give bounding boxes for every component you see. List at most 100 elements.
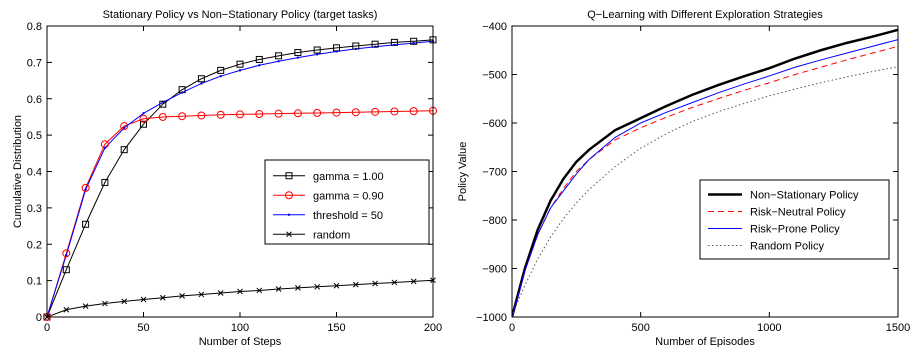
data-point-s4 — [159, 294, 166, 301]
x-tick-label: 200 — [424, 322, 442, 334]
x-tick-label: 500 — [631, 322, 649, 334]
data-point-s3 — [200, 82, 203, 85]
data-point-s1 — [255, 55, 263, 63]
legend-label-4: Random Policy — [750, 241, 824, 253]
x-tick-label: 100 — [231, 322, 249, 334]
data-point-s4 — [295, 285, 301, 291]
x-tick-label: 1500 — [886, 322, 910, 334]
y-tick-label: 0.7 — [27, 57, 42, 69]
data-point-s2 — [158, 112, 167, 121]
data-point-s3 — [65, 253, 68, 257]
y-tick-label: −1000 — [476, 312, 507, 324]
data-point-s4 — [140, 296, 147, 303]
x-tick-label: 50 — [137, 322, 149, 334]
data-point-s1 — [140, 120, 147, 128]
y-tick-label: −700 — [482, 167, 507, 179]
y-tick-label: 0.8 — [27, 21, 42, 33]
legend-label-2: Risk−Neutral Policy — [750, 207, 846, 219]
data-point-s4 — [63, 306, 70, 313]
axes-box — [46, 25, 434, 318]
data-point-s3 — [354, 47, 357, 51]
data-point-s4 — [198, 291, 205, 298]
data-point-s2 — [236, 110, 244, 119]
data-point-s1 — [294, 49, 302, 57]
data-point-s3 — [277, 60, 280, 63]
data-point-s3 — [412, 41, 415, 45]
x-axis-label: Number of Episodes — [655, 336, 755, 347]
data-point-s3 — [142, 112, 145, 115]
data-point-s4 — [275, 286, 282, 292]
data-point-s1 — [275, 52, 283, 60]
chart-1: 0 50 100 150 200 0 0.1 0.2 0.3 0.4 0.5 0.6 0.7 0.8 Sta… — [12, 9, 442, 348]
data-point-s4 — [121, 298, 128, 305]
data-point-s3 — [123, 126, 126, 130]
data-point-s1 — [101, 178, 109, 186]
data-point-s2 — [390, 107, 399, 116]
data-point-s4 — [102, 300, 108, 307]
data-point-s3 — [258, 64, 261, 67]
data-point-s3 — [180, 91, 184, 94]
x-tick-label: 0 — [509, 322, 515, 334]
data-point-s3 — [161, 101, 164, 104]
x-tick-label: 0 — [44, 322, 50, 334]
data-point-s2 — [120, 122, 129, 131]
data-point-s3 — [296, 56, 300, 59]
legend: Non−Stationary Policy Risk−Neutral Policy… — [699, 179, 890, 260]
data-point-s4 — [82, 303, 89, 309]
y-tick-label: 0.2 — [27, 239, 42, 251]
data-point-s2 — [332, 108, 341, 117]
data-point-s4 — [410, 278, 417, 285]
data-point-s3 — [219, 74, 222, 78]
data-point-s1 — [217, 66, 225, 74]
legend-label-2: gamma = 0.90 — [313, 190, 384, 202]
y-tick-label: −800 — [482, 215, 507, 227]
chart-2: 0 500 1000 1500 −1000 −900 −800 −700 −600 −500 −40… — [457, 9, 910, 348]
series-line-3 — [512, 39, 898, 317]
y-tick-label: 0.3 — [27, 203, 42, 215]
data-point-s2 — [409, 107, 418, 116]
data-point-s4 — [179, 293, 185, 299]
data-point-s2 — [274, 109, 283, 118]
data-point-s2 — [139, 114, 148, 123]
y-axis-label: Policy Value — [457, 142, 469, 202]
data-point-s2 — [62, 249, 71, 258]
y-tick-label: −500 — [482, 70, 507, 82]
legend: gamma = 1.00 gamma = 0.90 threshold = 50 ra… — [264, 159, 430, 245]
legend-marker-1 — [285, 172, 293, 180]
series-line-4 — [512, 66, 898, 317]
y-tick-label: 0.5 — [27, 130, 42, 142]
data-point-s3 — [238, 69, 242, 72]
x-tick-label: 1000 — [757, 322, 781, 334]
data-point-s1 — [313, 46, 321, 54]
data-point-s2 — [293, 109, 302, 118]
data-point-s3 — [103, 146, 107, 150]
legend-marker-2 — [285, 191, 293, 200]
data-point-s2 — [178, 112, 187, 121]
y-tick-label: 0 — [36, 312, 42, 324]
data-point-s2 — [371, 107, 380, 116]
data-point-s1 — [120, 146, 128, 154]
series-line-1 — [47, 39, 433, 317]
data-point-s4 — [256, 287, 263, 294]
x-axis-label: Number of Steps — [199, 336, 282, 347]
legend-label-3: threshold = 50 — [313, 210, 383, 222]
legend-label-1: Non−Stationary Policy — [750, 190, 859, 202]
legend-label-3: Risk−Prone Policy — [750, 224, 840, 236]
y-tick-label: −900 — [482, 264, 507, 276]
data-point-s4 — [372, 280, 378, 287]
legend-marker-4 — [286, 231, 292, 238]
data-point-s3 — [373, 45, 377, 48]
axes-box — [511, 25, 899, 318]
data-point-s3 — [316, 53, 319, 56]
series-line-1 — [512, 28, 898, 317]
legend-label-4: random — [313, 229, 350, 241]
data-point-s4 — [333, 282, 340, 289]
y-tick-label: 0.6 — [27, 94, 42, 106]
chart-title: Stationary Policy vs Non−Stationary Poli… — [103, 9, 378, 21]
data-point-s2 — [81, 183, 90, 192]
data-point-s3 — [393, 43, 396, 47]
data-point-s3 — [84, 188, 87, 191]
y-tick-label: 0.4 — [27, 167, 42, 179]
data-point-s4 — [237, 288, 243, 295]
data-point-s2 — [313, 108, 322, 117]
